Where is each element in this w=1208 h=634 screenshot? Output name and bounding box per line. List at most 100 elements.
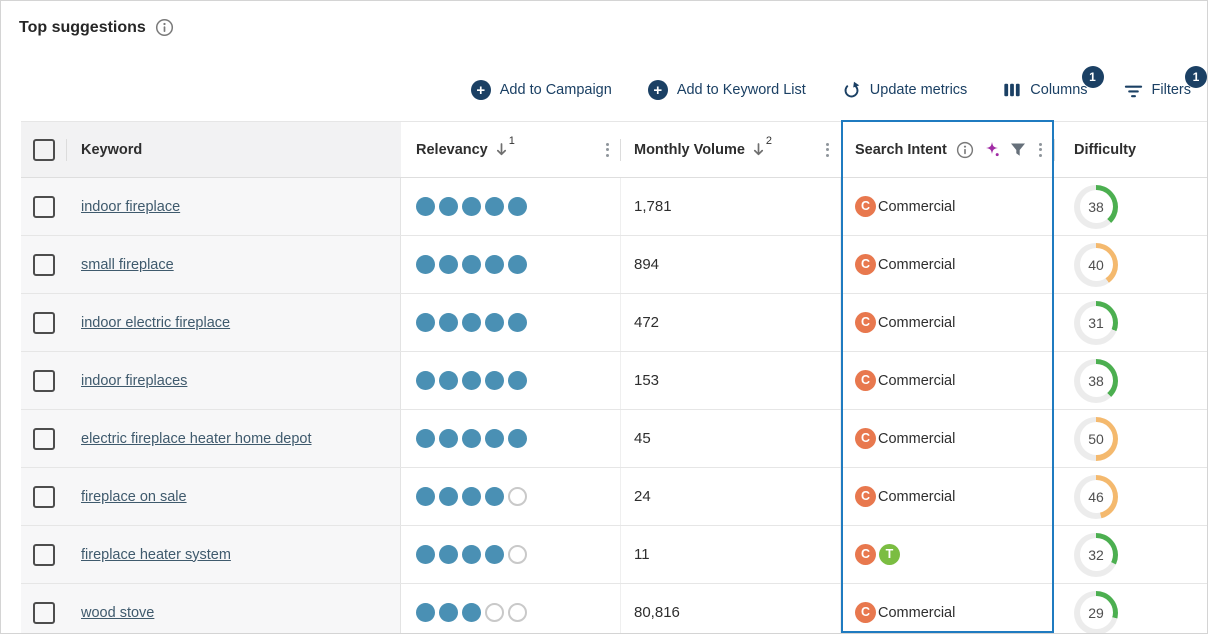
row-checkbox[interactable]	[32, 601, 55, 624]
search-intent-column-header[interactable]: Search Intent	[855, 141, 947, 158]
difficulty-column-header[interactable]: Difficulty	[1074, 141, 1137, 158]
table-row: indoor fireplaces 153 C Commercial 38	[21, 352, 1207, 410]
info-icon[interactable]	[155, 18, 174, 37]
difficulty-ring: 46	[1074, 474, 1118, 519]
intent-label: Commercial	[878, 488, 956, 505]
add-to-keyword-list-button[interactable]: + Add to Keyword List	[647, 80, 806, 100]
filters-count-badge: 1	[1185, 65, 1207, 88]
intent-badge-commercial: C	[855, 370, 876, 391]
columns-count-badge: 1	[1081, 66, 1104, 88]
table-body: indoor fireplace 1,781 C Commercial 38 s…	[21, 178, 1207, 633]
intent-badges: C	[855, 602, 876, 623]
keyword-link[interactable]: wood stove	[81, 604, 155, 621]
relevancy-dot-filled	[462, 545, 481, 564]
intent-label: Commercial	[878, 256, 956, 273]
monthly-volume-sort-control[interactable]: 2	[752, 135, 772, 158]
arrow-down-icon	[495, 142, 508, 158]
keyword-link[interactable]: small fireplace	[81, 256, 174, 273]
kebab-menu-icon[interactable]	[822, 139, 833, 161]
difficulty-ring: 40	[1074, 242, 1118, 287]
relevancy-sort-control[interactable]: 1	[495, 135, 515, 158]
intent-badge-commercial: C	[855, 486, 876, 507]
keyword-column-header[interactable]: Keyword	[81, 141, 143, 158]
row-checkbox[interactable]	[32, 543, 55, 566]
add-to-campaign-label: Add to Campaign	[499, 82, 612, 98]
info-icon[interactable]	[956, 141, 974, 159]
keyword-link[interactable]: fireplace on sale	[81, 488, 187, 505]
update-metrics-label: Update metrics	[869, 82, 968, 98]
relevancy-dot-filled	[462, 487, 481, 506]
difficulty-value: 50	[1079, 422, 1113, 455]
volume-value: 80,816	[634, 604, 680, 621]
row-checkbox[interactable]	[32, 427, 55, 450]
filters-button[interactable]: Filters 1	[1124, 65, 1207, 100]
columns-button[interactable]: Columns 1	[1003, 66, 1104, 99]
relevancy-dot-filled	[485, 487, 504, 506]
relevancy-column-header[interactable]: Relevancy	[416, 141, 488, 158]
header-divider	[66, 138, 67, 161]
add-to-campaign-button[interactable]: + Add to Campaign	[470, 80, 612, 100]
table-row: electric fireplace heater home depot 45 …	[21, 410, 1207, 468]
relevancy-dot-filled	[416, 545, 435, 564]
keyword-link[interactable]: electric fireplace heater home depot	[81, 430, 312, 447]
table-row: indoor electric fireplace 472 C Commerci…	[21, 294, 1207, 352]
intent-label: Commercial	[878, 314, 956, 331]
row-checkbox[interactable]	[32, 195, 55, 218]
relevancy-dot-filled	[416, 487, 435, 506]
volume-value: 472	[634, 314, 660, 331]
difficulty-value: 29	[1079, 596, 1113, 629]
sparkle-icon[interactable]	[983, 141, 1001, 159]
intent-badges: C	[855, 486, 876, 507]
relevancy-dot-filled	[462, 429, 481, 448]
relevancy-dot-filled	[439, 603, 458, 622]
relevancy-dot-filled	[439, 429, 458, 448]
relevancy-dot-filled	[508, 313, 527, 332]
page-title: Top suggestions	[19, 18, 146, 36]
select-all-checkbox[interactable]	[32, 138, 55, 161]
relevancy-dot-filled	[462, 603, 481, 622]
relevancy-dot-filled	[416, 429, 435, 448]
kebab-menu-icon[interactable]	[602, 139, 613, 161]
intent-badge-transactional: T	[879, 544, 900, 565]
keyword-link[interactable]: indoor fireplaces	[81, 372, 188, 389]
toolbar: + Add to Campaign + Add to Keyword List …	[470, 65, 1207, 100]
difficulty-ring: 38	[1074, 184, 1118, 229]
page-header: Top suggestions	[19, 18, 174, 37]
table-row: fireplace on sale 24 C Commercial 46	[21, 468, 1207, 526]
row-checkbox[interactable]	[32, 485, 55, 508]
row-checkbox[interactable]	[32, 253, 55, 276]
funnel-icon[interactable]	[1010, 142, 1026, 158]
keyword-link[interactable]: indoor fireplace	[81, 198, 181, 215]
difficulty-value: 31	[1079, 306, 1113, 339]
relevancy-dot-filled	[439, 545, 458, 564]
relevancy-dot-filled	[462, 371, 481, 390]
intent-badge-commercial: C	[855, 196, 876, 217]
relevancy-dot-filled	[416, 255, 435, 274]
table-header-row: Keyword Relevancy 1 Monthly Volume	[21, 121, 1207, 178]
relevancy-dot-filled	[439, 197, 458, 216]
relevancy-dot-filled	[416, 197, 435, 216]
kebab-menu-icon[interactable]	[1035, 139, 1046, 161]
keyword-link[interactable]: indoor electric fireplace	[81, 314, 231, 331]
difficulty-ring: 31	[1074, 300, 1118, 345]
add-to-keyword-list-label: Add to Keyword List	[676, 82, 806, 98]
relevancy-dot-filled	[462, 255, 481, 274]
keyword-link[interactable]: fireplace heater system	[81, 546, 231, 563]
intent-badge-commercial: C	[855, 312, 876, 333]
keywords-table: Keyword Relevancy 1 Monthly Volume	[21, 120, 1207, 633]
update-metrics-button[interactable]: Update metrics	[842, 81, 968, 100]
monthly-volume-sort-order: 2	[765, 134, 773, 147]
relevancy-dot-filled	[508, 197, 527, 216]
row-checkbox[interactable]	[32, 369, 55, 392]
header-divider	[1054, 138, 1055, 161]
monthly-volume-column-header[interactable]: Monthly Volume	[634, 141, 745, 158]
intent-badge-commercial: C	[855, 428, 876, 449]
intent-label: Commercial	[878, 198, 956, 215]
volume-value: 24	[634, 488, 651, 505]
relevancy-dots	[416, 371, 527, 390]
row-checkbox[interactable]	[32, 311, 55, 334]
relevancy-dot-filled	[416, 603, 435, 622]
arrow-down-icon	[752, 142, 765, 158]
